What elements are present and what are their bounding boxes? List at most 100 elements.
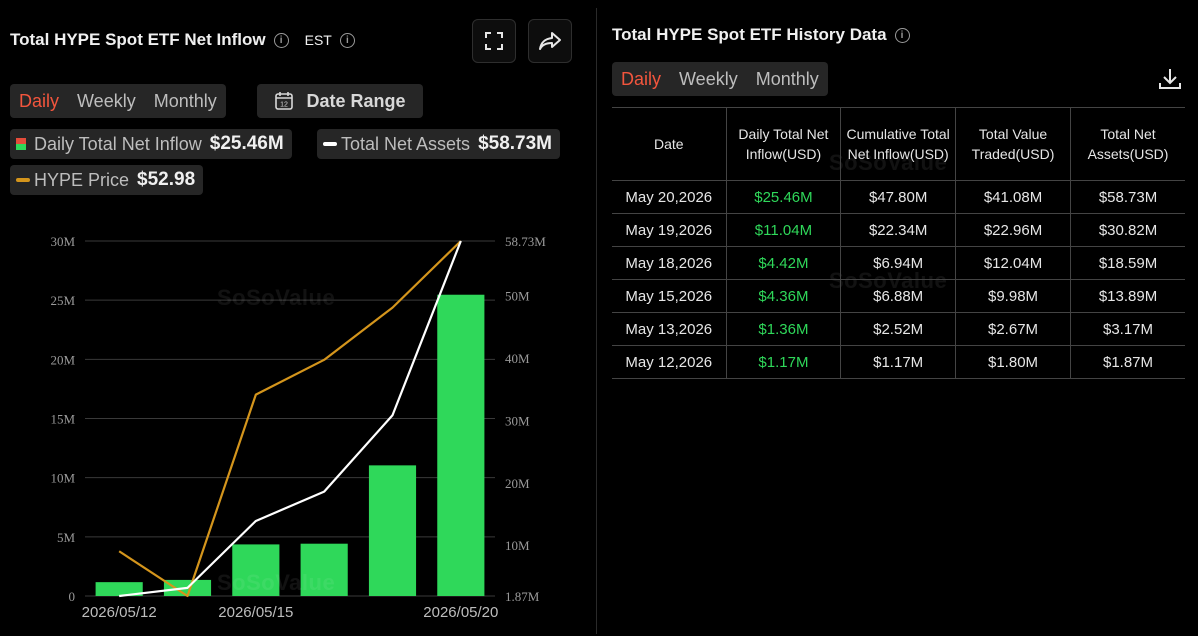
history-panel: Total HYPE Spot ETF History Data i Daily… — [597, 0, 1198, 636]
assets-cell: $30.82M — [1070, 213, 1185, 247]
history-header: Total HYPE Spot ETF History Data i — [612, 25, 910, 45]
table-row: May 15,2026 $4.36M $6.88M $9.98M $13.89M — [612, 279, 1185, 313]
date-range-label: Date Range — [306, 90, 406, 111]
inflow-cell: $4.42M — [725, 246, 841, 280]
tab-weekly[interactable]: Weekly — [77, 91, 136, 111]
watermark: SoSoValue — [217, 285, 336, 310]
column-header[interactable]: Total Net Assets(USD) — [1070, 107, 1185, 181]
table-row: May 18,2026 $4.42M $6.94M $12.04M $18.59M — [612, 246, 1185, 280]
y-tick-label-right: 20M — [505, 476, 530, 491]
y-tick-label-left: 20M — [50, 352, 75, 367]
y-tick-label-right: 10M — [505, 538, 530, 553]
tab-daily[interactable]: Daily — [19, 91, 60, 111]
y-tick-label-left: 10M — [50, 471, 75, 486]
y-tick-label-right: 50M — [505, 289, 530, 304]
assets-cell: $18.59M — [1070, 246, 1185, 280]
bar-legend-swatch — [16, 138, 26, 150]
info-icon[interactable]: i — [273, 32, 289, 48]
date-range-button[interactable]: 12 Date Range — [257, 84, 423, 118]
inflow-cell: $4.36M — [725, 279, 841, 313]
net-inflow-panel: Total HYPE Spot ETF Net Inflow i EST i D… — [0, 0, 596, 636]
column-header[interactable]: Daily Total Net Inflow(USD) — [725, 107, 841, 181]
download-icon[interactable] — [1157, 66, 1183, 92]
tab-daily[interactable]: Daily — [621, 69, 662, 89]
inflow-bar — [232, 544, 280, 596]
traded-cell: $2.67M — [955, 312, 1071, 346]
x-tick-label: 2026/05/15 — [218, 604, 293, 621]
assets-cell: $13.89M — [1070, 279, 1185, 313]
y-tick-label-right: 1.87M — [505, 589, 540, 604]
cumulative-cell: $47.80M — [840, 180, 956, 214]
tab-monthly[interactable]: Monthly — [755, 69, 819, 89]
legend-hype-price[interactable]: HYPE Price $52.98 — [10, 165, 204, 195]
history-table: Date Daily Total Net Inflow(USD) Cumulat… — [612, 107, 1185, 379]
y-tick-label-left: 0 — [69, 589, 76, 604]
date-cell: May 20,2026 — [612, 180, 727, 214]
calendar-icon: 12 — [275, 92, 294, 110]
legend-label: Total Net Assets — [341, 133, 471, 154]
share-icon — [539, 32, 561, 50]
legend-total-net-assets[interactable]: Total Net Assets $58.73M — [317, 129, 561, 159]
date-cell: May 19,2026 — [612, 213, 727, 247]
inflow-cell: $1.17M — [725, 345, 841, 379]
date-cell: May 15,2026 — [612, 279, 727, 313]
assets-line-swatch — [323, 142, 337, 146]
y-tick-label-left: 30M — [50, 234, 75, 249]
chart-title: Total HYPE Spot ETF Net Inflow — [10, 30, 266, 49]
fullscreen-button[interactable] — [472, 19, 516, 63]
traded-cell: $12.04M — [955, 246, 1071, 280]
traded-cell: $41.08M — [955, 180, 1071, 214]
x-tick-label: 2026/05/20 — [423, 604, 498, 621]
inflow-cell: $11.04M — [725, 213, 841, 247]
chart-header: Total HYPE Spot ETF Net Inflow i EST i — [10, 30, 355, 50]
x-tick-label: 2026/05/12 — [82, 604, 157, 621]
tab-monthly[interactable]: Monthly — [153, 91, 217, 111]
date-cell: May 13,2026 — [612, 312, 727, 346]
y-tick-label-left: 15M — [50, 412, 75, 427]
assets-cell: $58.73M — [1070, 180, 1185, 214]
tab-weekly[interactable]: Weekly — [679, 69, 738, 89]
table-header-row: Date Daily Total Net Inflow(USD) Cumulat… — [612, 107, 1185, 181]
cumulative-cell: $6.88M — [840, 279, 956, 313]
inflow-cell: $1.36M — [725, 312, 841, 346]
assets-cell: $1.87M — [1070, 345, 1185, 379]
date-cell: May 12,2026 — [612, 345, 727, 379]
timezone-info-icon[interactable]: i — [339, 32, 355, 48]
y-tick-label-right: 30M — [505, 413, 530, 428]
table-row: May 20,2026 $25.46M $47.80M $41.08M $58.73M — [612, 180, 1185, 214]
column-header[interactable]: Date — [654, 136, 684, 152]
y-tick-label-left: 25M — [50, 293, 75, 308]
inflow-bar — [437, 294, 485, 596]
y-tick-label-right: 40M — [505, 351, 530, 366]
cumulative-cell: $6.94M — [840, 246, 956, 280]
traded-cell: $9.98M — [955, 279, 1071, 313]
cumulative-cell: $2.52M — [840, 312, 956, 346]
watermark: SoSoValue — [217, 570, 336, 595]
calendar-day: 12 — [281, 102, 289, 109]
assets-cell: $3.17M — [1070, 312, 1185, 346]
cumulative-cell: $22.34M — [840, 213, 956, 247]
column-header[interactable]: Total Value Traded(USD) — [955, 107, 1071, 181]
fullscreen-icon — [485, 32, 503, 50]
price-line-swatch — [16, 178, 30, 182]
traded-cell: $1.80M — [955, 345, 1071, 379]
inflow-bar — [300, 543, 348, 596]
legend-value: $52.98 — [137, 169, 196, 190]
share-button[interactable] — [528, 19, 572, 63]
table-row: May 12,2026 $1.17M $1.17M $1.80M $1.87M — [612, 345, 1185, 379]
table-row: May 13,2026 $1.36M $2.52M $2.67M $3.17M — [612, 312, 1185, 346]
legend-daily-inflow[interactable]: Daily Total Net Inflow $25.46M — [10, 129, 292, 159]
inflow-bar — [368, 465, 417, 596]
date-cell: May 18,2026 — [612, 246, 727, 280]
table-row: May 19,2026 $11.04M $22.34M $22.96M $30.82M — [612, 213, 1185, 247]
column-header[interactable]: Cumulative Total Net Inflow(USD) — [840, 107, 956, 181]
inflow-cell: $25.46M — [725, 180, 841, 214]
legend-value: $25.46M — [209, 133, 284, 154]
legend-value: $58.73M — [478, 133, 553, 154]
total-net-assets-line — [119, 240, 462, 598]
info-icon[interactable]: i — [894, 27, 910, 43]
legend-label: Daily Total Net Inflow — [34, 133, 202, 154]
inflow-chart: 0 5M 10M 15M 20M 25M 30M 1.87M 10M 20M 30M 40M 50M 58… — [50, 234, 546, 621]
inflow-bar — [95, 582, 143, 596]
cumulative-cell: $1.17M — [840, 345, 956, 379]
